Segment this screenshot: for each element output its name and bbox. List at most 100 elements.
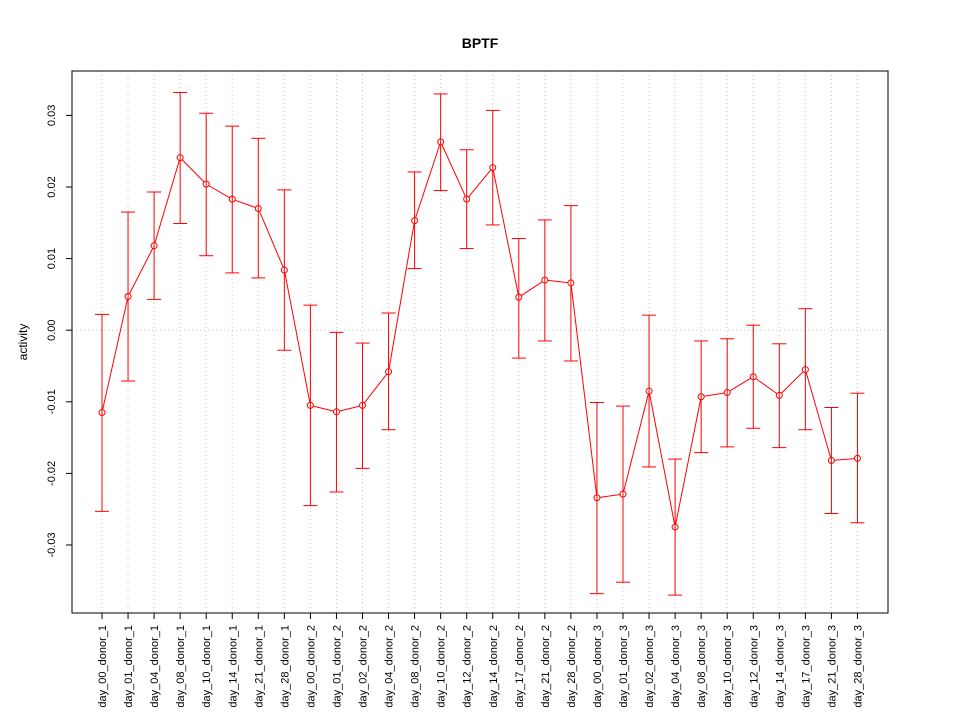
series-segment — [492, 170, 519, 295]
series-segment — [284, 272, 311, 403]
series-segment — [649, 393, 676, 525]
data-point — [619, 490, 627, 498]
data-point — [359, 401, 366, 409]
data-point — [723, 388, 731, 396]
x-tick-label: day_17_donor_3 — [800, 625, 812, 708]
series-segment — [154, 160, 180, 243]
x-tick-label: day_08_donor_3 — [696, 625, 708, 708]
series-segment — [805, 372, 832, 458]
data-point — [515, 293, 523, 301]
series-segment — [521, 281, 543, 297]
error-bars — [95, 91, 865, 596]
data-point — [853, 454, 861, 462]
series-segment — [208, 185, 230, 199]
data-point — [437, 138, 445, 146]
y-tick-label: -0.03 — [46, 532, 58, 557]
series-segment — [259, 211, 284, 268]
y-tick-label: 0.01 — [46, 248, 58, 269]
x-tick-label: day_04_donor_3 — [670, 625, 682, 708]
x-axis: day_00_donor_1 day_01_donor_1 day_04_donor… — [97, 612, 864, 708]
x-tick-label: day_00_donor_2 — [305, 625, 317, 708]
x-tick-label: day_14_donor_3 — [774, 625, 786, 708]
series-segment — [339, 405, 360, 412]
series-line-group — [102, 144, 855, 525]
series-segment — [834, 458, 855, 461]
series-segment — [388, 223, 415, 369]
data-point — [254, 204, 262, 212]
series-segment — [415, 144, 441, 218]
x-tick-label: day_17_donor_2 — [514, 625, 526, 708]
x-tick-label: day_21_donor_2 — [540, 625, 552, 708]
data-point — [801, 366, 809, 374]
data-point — [645, 387, 653, 395]
series-segment — [623, 393, 649, 492]
x-tick-label: day_12_donor_3 — [748, 625, 760, 708]
x-tick-label: day_14_donor_2 — [488, 625, 500, 708]
data-point — [827, 456, 835, 464]
data-points — [98, 138, 861, 531]
data-point — [541, 276, 549, 284]
data-point — [775, 391, 783, 399]
series-segment — [547, 279, 568, 284]
data-point — [280, 266, 288, 274]
x-tick-label: day_12_donor_2 — [462, 625, 474, 708]
series-segment — [468, 169, 492, 198]
data-point — [697, 393, 705, 401]
y-tick-label: 0.02 — [46, 176, 58, 197]
series-segment — [313, 405, 334, 412]
data-point — [749, 373, 757, 381]
data-point — [306, 401, 314, 409]
series-segment — [781, 371, 804, 394]
x-tick-label: day_02_donor_2 — [358, 625, 370, 708]
x-tick-label: day_04_donor_1 — [149, 625, 161, 708]
y-axis: -0.03 -0.02 -0.01 0.00 0.01 0.02 0.03 — [46, 105, 73, 558]
x-tick-label: day_14_donor_1 — [227, 625, 239, 708]
data-point — [567, 279, 575, 287]
x-tick-label: day_21_donor_3 — [826, 625, 838, 708]
x-tick-label: day_08_donor_2 — [410, 625, 422, 708]
x-tick-label: day_10_donor_1 — [201, 625, 213, 708]
data-point — [124, 293, 132, 301]
data-point — [202, 180, 210, 188]
y-tick-label: 0.00 — [46, 319, 58, 340]
series-segment — [128, 248, 154, 295]
x-tick-label: day_08_donor_1 — [175, 625, 187, 708]
x-tick-label: day_02_donor_3 — [644, 625, 656, 708]
data-point — [332, 408, 340, 416]
y-tick-label: -0.02 — [46, 461, 58, 486]
y-axis-label: activity — [16, 324, 30, 361]
data-point — [228, 195, 236, 203]
series-segment — [755, 378, 778, 395]
data-point — [385, 368, 393, 376]
series-segment — [729, 377, 751, 392]
x-tick-label: day_28_donor_3 — [852, 625, 864, 708]
chart-title: BPTF — [462, 35, 499, 51]
x-tick-label: day_01_donor_1 — [123, 625, 135, 708]
series-segment — [570, 285, 598, 495]
series-segment — [363, 373, 388, 404]
series-segment — [102, 299, 128, 410]
data-point — [489, 164, 497, 172]
data-point — [463, 195, 471, 203]
data-point — [150, 242, 158, 250]
x-tick-label: day_01_donor_2 — [331, 625, 343, 708]
series-segment — [599, 494, 621, 498]
series-segment — [234, 199, 256, 208]
data-point — [411, 217, 419, 225]
data-point — [593, 494, 601, 502]
y-tick-label: 0.03 — [46, 105, 58, 126]
data-point — [671, 523, 679, 531]
x-tick-label: day_10_donor_3 — [722, 625, 734, 708]
x-tick-label: day_10_donor_2 — [436, 625, 448, 708]
x-tick-label: day_21_donor_1 — [253, 625, 265, 708]
x-tick-label: day_28_donor_2 — [566, 625, 578, 708]
data-point — [176, 154, 184, 162]
series-segment — [441, 144, 466, 197]
series-segment — [675, 399, 702, 525]
x-tick-label: day_00_donor_1 — [97, 625, 109, 708]
series-segment — [704, 392, 725, 397]
x-tick-label: day_28_donor_1 — [279, 625, 291, 708]
x-tick-label: day_00_donor_3 — [592, 625, 604, 708]
